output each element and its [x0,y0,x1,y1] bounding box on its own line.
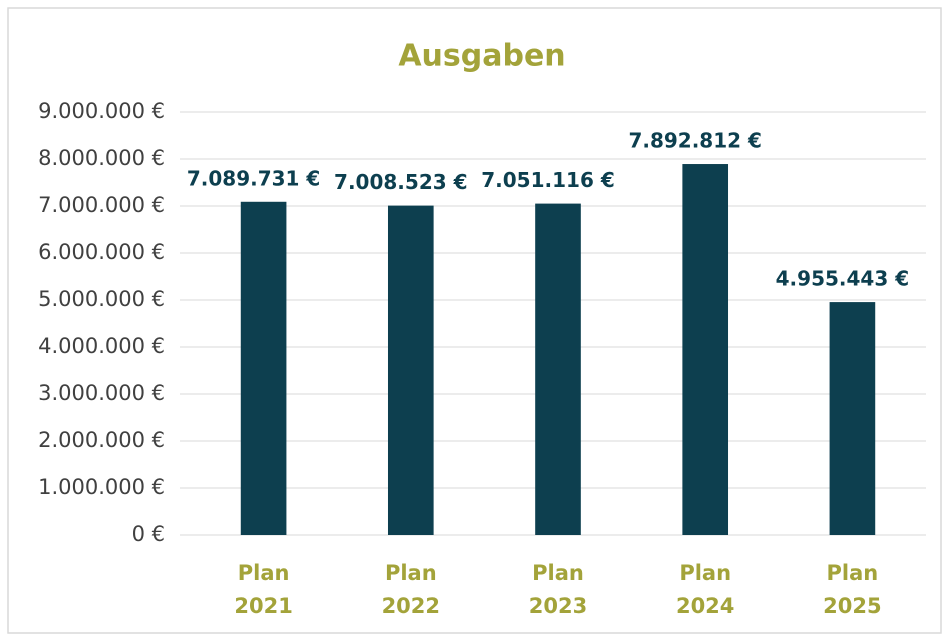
bar [387,205,434,535]
bar [829,302,876,535]
x-tick-label: Plan 2025 [823,561,882,618]
y-tick-label: 1.000.000 € [38,475,165,499]
y-tick-label: 4.000.000 € [38,334,165,358]
data-label: 7.051.116 € [481,168,615,192]
bar [240,201,287,535]
chart-title: Ausgaben [398,39,565,74]
y-tick-label: 8.000.000 € [38,146,165,170]
data-label: 4.955.443 € [776,267,910,291]
bar [535,203,581,536]
data-label: 7.089.731 € [187,166,321,190]
x-tick-label: Plan 2021 [234,561,293,618]
data-label: 7.008.523 € [334,170,468,194]
y-tick-label: 2.000.000 € [38,428,165,452]
x-tick-label: Plan 2022 [381,561,441,618]
y-tick-label: 9.000.000 € [38,99,165,123]
x-tick-label: Plan 2024 [675,561,735,618]
y-tick-label: 5.000.000 € [38,287,165,311]
y-tick-label: 6.000.000 € [38,240,165,264]
data-label: 7.892.812 € [628,129,762,153]
bar [682,164,729,535]
x-tick-label: Plan 2023 [528,561,588,618]
y-tick-label: 0 € [132,522,165,546]
y-tick-label: 3.000.000 € [38,381,165,405]
y-tick-label: 7.000.000 € [38,193,165,217]
